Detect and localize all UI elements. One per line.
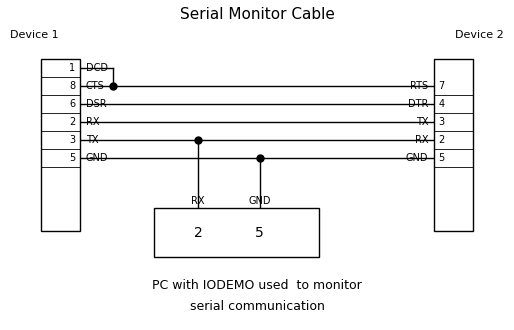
Text: Device 1: Device 1 <box>10 30 59 40</box>
Text: 2: 2 <box>69 117 76 127</box>
Text: 2: 2 <box>193 226 203 240</box>
Text: DCD: DCD <box>86 63 108 73</box>
Text: 5: 5 <box>69 153 76 163</box>
Text: 5: 5 <box>438 153 445 163</box>
Text: 4: 4 <box>438 99 445 109</box>
Text: 8: 8 <box>69 81 76 91</box>
Text: 1: 1 <box>69 63 76 73</box>
Text: TX: TX <box>416 117 428 127</box>
Text: 3: 3 <box>69 135 76 145</box>
Text: RX: RX <box>415 135 428 145</box>
Text: 5: 5 <box>255 226 264 240</box>
Text: GND: GND <box>248 196 271 206</box>
Text: DSR: DSR <box>86 99 106 109</box>
Text: CTS: CTS <box>86 81 104 91</box>
Bar <box>41 59 80 231</box>
Text: Serial Monitor Cable: Serial Monitor Cable <box>179 7 335 22</box>
Text: 3: 3 <box>438 117 445 127</box>
Text: Device 2: Device 2 <box>455 30 504 40</box>
Text: RTS: RTS <box>410 81 428 91</box>
Text: GND: GND <box>406 153 428 163</box>
Text: GND: GND <box>86 153 108 163</box>
Text: 6: 6 <box>69 99 76 109</box>
Bar <box>434 59 473 231</box>
Text: PC with IODEMO used  to monitor: PC with IODEMO used to monitor <box>152 279 362 292</box>
Text: 7: 7 <box>438 81 445 91</box>
Bar <box>154 208 319 257</box>
Text: 2: 2 <box>438 135 445 145</box>
Text: TX: TX <box>86 135 98 145</box>
Text: DTR: DTR <box>408 99 428 109</box>
Text: RX: RX <box>191 196 205 206</box>
Text: serial communication: serial communication <box>190 300 324 313</box>
Text: RX: RX <box>86 117 99 127</box>
